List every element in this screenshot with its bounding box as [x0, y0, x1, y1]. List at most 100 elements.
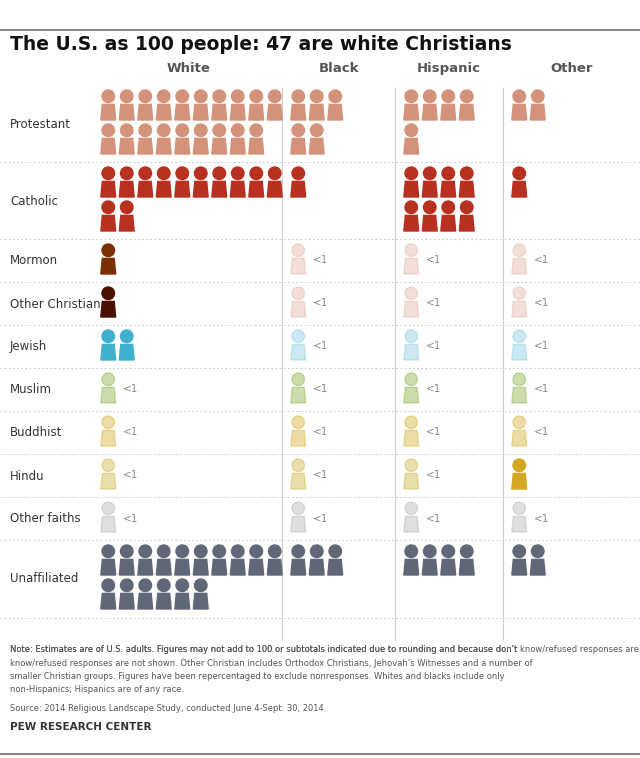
Circle shape: [531, 545, 544, 558]
Polygon shape: [212, 559, 227, 575]
Polygon shape: [138, 594, 153, 609]
Circle shape: [442, 201, 454, 214]
Text: <1: <1: [123, 384, 138, 394]
Text: <1: <1: [426, 384, 442, 394]
Polygon shape: [309, 559, 324, 575]
Polygon shape: [101, 516, 116, 532]
Text: Buddhist: Buddhist: [10, 427, 62, 440]
Polygon shape: [175, 105, 189, 120]
Text: <1: <1: [426, 513, 442, 524]
Polygon shape: [460, 181, 474, 197]
Circle shape: [232, 124, 244, 136]
Polygon shape: [212, 181, 227, 197]
Circle shape: [102, 201, 115, 214]
Polygon shape: [249, 139, 264, 154]
Circle shape: [405, 502, 417, 515]
Circle shape: [292, 124, 305, 136]
Text: Hindu: Hindu: [10, 469, 45, 483]
Circle shape: [195, 579, 207, 591]
Text: <1: <1: [426, 428, 442, 437]
Polygon shape: [230, 105, 245, 120]
Circle shape: [195, 545, 207, 558]
Text: Protestant: Protestant: [10, 117, 71, 130]
Circle shape: [139, 167, 152, 180]
Text: Source: 2014 Religious Landscape Study, conducted June 4-Sept. 30, 2014.: Source: 2014 Religious Landscape Study, …: [10, 704, 326, 713]
Polygon shape: [156, 105, 171, 120]
Circle shape: [232, 90, 244, 102]
Circle shape: [102, 330, 115, 343]
Polygon shape: [193, 559, 208, 575]
Circle shape: [513, 502, 525, 515]
Circle shape: [176, 579, 189, 591]
Circle shape: [232, 167, 244, 180]
Polygon shape: [512, 181, 527, 197]
Circle shape: [120, 579, 133, 591]
Text: <1: <1: [426, 342, 442, 352]
Circle shape: [513, 244, 525, 256]
Text: <1: <1: [313, 471, 328, 481]
Polygon shape: [138, 139, 153, 154]
Polygon shape: [101, 431, 116, 446]
Polygon shape: [249, 181, 264, 197]
Polygon shape: [230, 559, 245, 575]
Circle shape: [102, 459, 115, 471]
Polygon shape: [441, 105, 456, 120]
Polygon shape: [512, 516, 527, 532]
Circle shape: [139, 545, 152, 558]
Polygon shape: [441, 559, 456, 575]
Text: <1: <1: [534, 428, 550, 437]
Circle shape: [513, 287, 525, 299]
Polygon shape: [101, 474, 116, 489]
Polygon shape: [512, 559, 527, 575]
Circle shape: [102, 90, 115, 102]
Circle shape: [405, 416, 417, 428]
Text: non-Hispanics; Hispanics are of any race.: non-Hispanics; Hispanics are of any race…: [10, 685, 184, 694]
Text: Other: Other: [550, 62, 593, 75]
Polygon shape: [101, 258, 116, 274]
Polygon shape: [101, 215, 116, 231]
Polygon shape: [422, 181, 437, 197]
Circle shape: [461, 90, 473, 102]
Polygon shape: [268, 559, 282, 575]
Circle shape: [442, 545, 454, 558]
Circle shape: [442, 90, 454, 102]
Polygon shape: [404, 215, 419, 231]
Circle shape: [157, 167, 170, 180]
Circle shape: [213, 124, 225, 136]
Polygon shape: [512, 302, 527, 317]
Polygon shape: [309, 105, 324, 120]
Circle shape: [424, 167, 436, 180]
Circle shape: [424, 545, 436, 558]
Circle shape: [102, 416, 115, 428]
Circle shape: [292, 416, 305, 428]
Circle shape: [405, 201, 417, 214]
Circle shape: [292, 90, 305, 102]
Polygon shape: [512, 387, 527, 403]
Circle shape: [292, 167, 305, 180]
Polygon shape: [422, 105, 437, 120]
Circle shape: [195, 167, 207, 180]
Text: <1: <1: [313, 513, 328, 524]
Polygon shape: [460, 105, 474, 120]
Polygon shape: [230, 139, 245, 154]
Circle shape: [139, 90, 152, 102]
Circle shape: [405, 287, 417, 299]
Polygon shape: [156, 594, 171, 609]
Circle shape: [250, 167, 262, 180]
Polygon shape: [156, 559, 171, 575]
Text: The U.S. as 100 people: 47 are white Christians: The U.S. as 100 people: 47 are white Chr…: [10, 35, 512, 54]
Circle shape: [102, 124, 115, 136]
Circle shape: [513, 373, 525, 386]
Text: <1: <1: [534, 384, 550, 394]
Text: <1: <1: [426, 471, 442, 481]
Circle shape: [405, 373, 417, 386]
Circle shape: [250, 90, 262, 102]
Text: Other faiths: Other faiths: [10, 512, 81, 525]
Circle shape: [513, 545, 525, 558]
Text: <1: <1: [534, 513, 550, 524]
Text: Other Christian: Other Christian: [10, 297, 100, 311]
Circle shape: [405, 244, 417, 256]
Circle shape: [269, 167, 281, 180]
Text: Jewish: Jewish: [10, 340, 47, 353]
Circle shape: [405, 545, 417, 558]
